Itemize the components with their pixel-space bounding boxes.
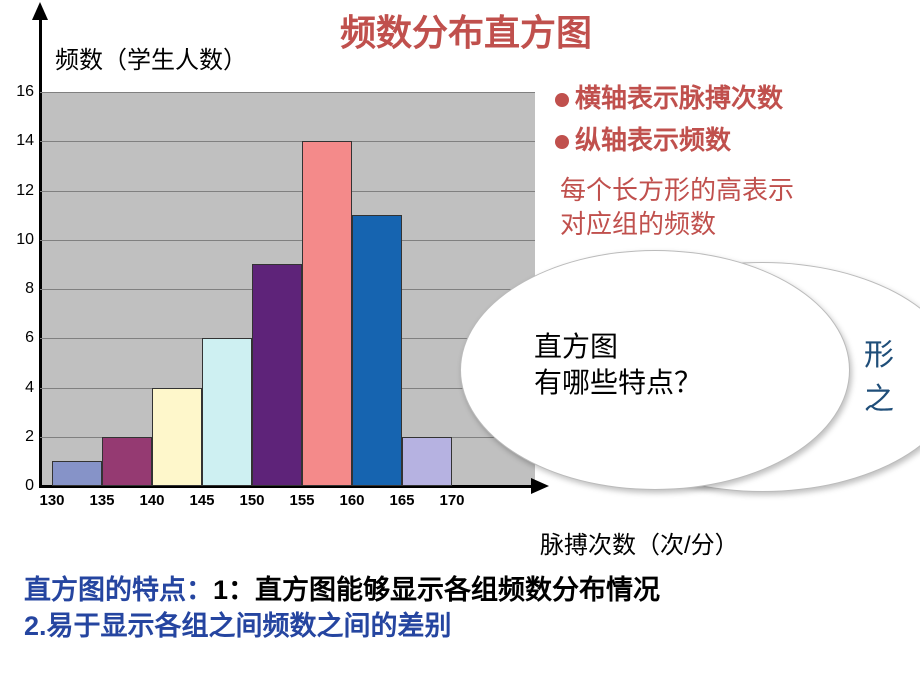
callout-front-line1: 直方图 <box>534 325 618 365</box>
gridline <box>40 141 535 142</box>
y-axis-arrow-icon <box>32 2 48 20</box>
footer-1b: 1：直方图能够显示各组频数分布情况 <box>213 575 660 605</box>
y-tick: 2 <box>4 428 34 446</box>
y-tick: 14 <box>4 132 34 150</box>
gridline <box>40 191 535 192</box>
bullet-1: 横轴表示脉搏次数 <box>555 78 783 115</box>
x-tick: 145 <box>177 492 227 509</box>
histogram-bar <box>52 461 102 486</box>
gridline <box>40 92 535 93</box>
gridline <box>40 240 535 241</box>
histogram-bar <box>302 141 352 486</box>
y-tick: 6 <box>4 329 34 347</box>
bullet-2-text: 纵轴表示频数 <box>575 125 731 155</box>
x-tick: 140 <box>127 492 177 509</box>
y-tick: 16 <box>4 83 34 101</box>
bullet-1-text: 横轴表示脉搏次数 <box>575 83 783 113</box>
callout-front-line2: 有哪些特点？ <box>534 361 702 401</box>
histogram-bar <box>352 215 402 486</box>
y-axis-line <box>39 14 42 488</box>
histogram-bar <box>202 338 252 486</box>
x-axis-label: 脉搏次数（次/分） <box>540 525 739 560</box>
x-tick: 150 <box>227 492 277 509</box>
y-tick: 4 <box>4 379 34 397</box>
sidenote-line1: 每个长方形的高表示 <box>560 170 794 207</box>
footer-2a: 2. <box>24 611 47 641</box>
x-tick: 160 <box>327 492 377 509</box>
y-tick: 12 <box>4 182 34 200</box>
x-tick: 135 <box>77 492 127 509</box>
footer-line1: 直方图的特点：1：直方图能够显示各组频数分布情况 <box>24 568 660 607</box>
x-tick: 155 <box>277 492 327 509</box>
footer-line2: 2.易于显示各组之间频数之间的差别 <box>24 604 452 643</box>
x-tick: 165 <box>377 492 427 509</box>
sidenote-line2: 对应组的频数 <box>560 204 716 241</box>
histogram-bar <box>402 437 452 486</box>
footer-1a: 直方图的特点： <box>24 575 213 605</box>
x-tick: 170 <box>427 492 477 509</box>
histogram-bar <box>102 437 152 486</box>
footer-2b: 易于显示各组之间频数之间的差别 <box>47 611 452 641</box>
y-tick: 10 <box>4 231 34 249</box>
histogram-bar <box>152 388 202 487</box>
callout-back-peek: 形之 <box>864 330 920 418</box>
x-axis-arrow-icon <box>531 478 549 494</box>
x-tick: 130 <box>27 492 77 509</box>
y-tick: 8 <box>4 280 34 298</box>
bullet-2: 纵轴表示频数 <box>555 120 731 157</box>
histogram: 0246810121416130135140145150155160165170 <box>0 0 560 520</box>
histogram-bar <box>252 264 302 486</box>
